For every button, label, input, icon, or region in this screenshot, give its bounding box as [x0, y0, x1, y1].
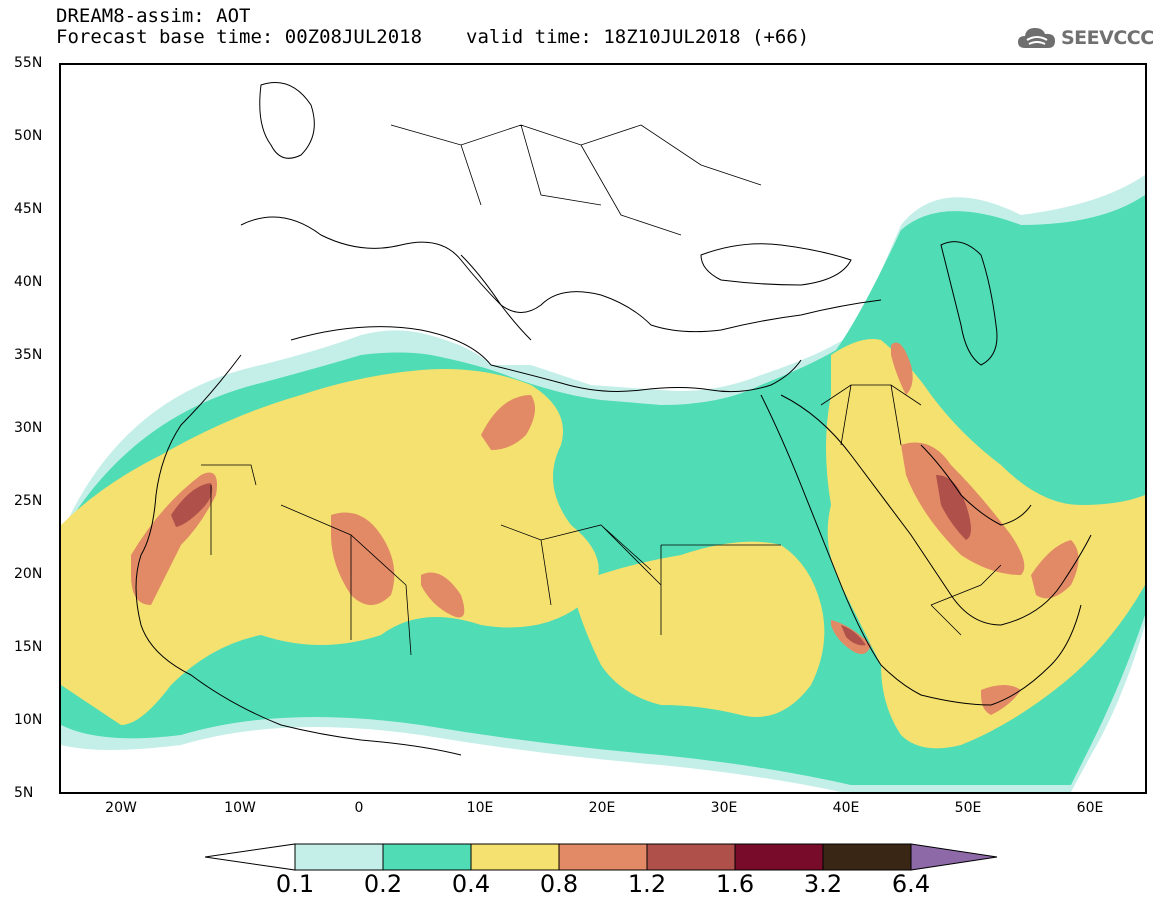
aot-area-0-4-central [571, 541, 825, 717]
aot-area-1-2-mauritania [171, 483, 213, 527]
aot-area-1-2-eritrea [841, 625, 866, 646]
base-time: Forecast base time: 00Z08JUL2018 [56, 26, 423, 48]
lat-label-40n: 40N [14, 274, 43, 290]
colorbar-label-0-8: 0.8 [539, 870, 579, 898]
coastline-gulf [920, 444, 1032, 526]
coastline-med-south [290, 326, 802, 393]
aot-area-0-8-niger [421, 572, 465, 618]
model-title: DREAM8-assim: AOT [56, 5, 251, 27]
lon-label-20e: 20E [588, 800, 616, 816]
border-layer [201, 124, 1002, 656]
colorbar-label-1-2: 1.2 [627, 870, 667, 898]
lon-label-10w: 10W [224, 800, 256, 816]
coastline-britain [259, 82, 315, 159]
lon-label-30e: 30E [710, 800, 738, 816]
lat-label-25n: 25N [14, 493, 43, 509]
seevccc-logo: SEEVCCC [1017, 22, 1154, 54]
lat-label-50n: 50N [14, 128, 43, 144]
colorbar-bin-5 [734, 843, 824, 871]
lat-label-15n: 15N [14, 639, 43, 655]
coastline-caspian [940, 241, 998, 366]
border-lines-africa [201, 464, 781, 656]
time-line: Forecast base time: 00Z08JUL2018 valid ti… [56, 27, 809, 47]
colorbar-label-0-2: 0.2 [363, 870, 403, 898]
colorbar-label-0-4: 0.4 [451, 870, 491, 898]
lat-label-5n: 5N [14, 785, 34, 801]
aot-area-0-4-west [61, 369, 599, 725]
colorbar-bin-6 [822, 843, 912, 871]
lat-label-10n: 10N [14, 712, 43, 728]
valid-time: valid time: 18Z10JUL2018 (+66) [466, 26, 810, 48]
lon-label-0: 0 [354, 800, 364, 816]
lon-label-40e: 40E [832, 800, 860, 816]
lon-label-20w: 20W [105, 800, 137, 816]
coastline-red-sea [760, 394, 1082, 706]
aot-area-0-8-somalia [981, 685, 1021, 715]
aot-area-1-2-iraq [936, 475, 971, 540]
logo-text: SEEVCCC [1061, 27, 1154, 49]
colorbar-bin-2 [470, 843, 560, 871]
aot-area-0-8-oman [1031, 540, 1079, 599]
aot-shading-layer [61, 175, 1145, 792]
coastline-layer [135, 82, 1092, 756]
coastline-europe [240, 216, 882, 333]
coastline-west-africa [135, 354, 462, 756]
colorbar-label-1-6: 1.6 [715, 870, 755, 898]
colorbar-bin-1 [382, 843, 472, 871]
aot-map [61, 82, 1145, 792]
border-lines-europe [390, 124, 762, 236]
lat-label-55n: 55N [14, 55, 43, 71]
aot-area-0-8-libya [481, 395, 535, 450]
lat-label-45n: 45N [14, 201, 43, 217]
lon-label-50e: 50E [954, 800, 982, 816]
border-lines-mideast [820, 384, 1002, 636]
lon-label-10e: 10E [466, 800, 494, 816]
map-area [59, 63, 1147, 794]
coastline-arabia [780, 394, 1092, 626]
lon-label-60e: 60E [1076, 800, 1104, 816]
lat-label-35n: 35N [14, 347, 43, 363]
cloud-icon [1018, 28, 1055, 48]
colorbar-label-0-1: 0.1 [275, 870, 315, 898]
coastline-black-sea [700, 243, 852, 286]
colorbar-label-6-4: 6.4 [891, 870, 931, 898]
colorbar [205, 843, 998, 871]
lat-label-20n: 20N [14, 566, 43, 582]
lat-label-30n: 30N [14, 420, 43, 436]
colorbar-over-triangle [910, 843, 998, 871]
colorbar-bin-0 [294, 843, 384, 871]
colorbar-under-triangle [205, 843, 296, 871]
colorbar-label-3-2: 3.2 [803, 870, 843, 898]
colorbar-bin-4 [646, 843, 736, 871]
aot-area-0-8-algeria [331, 512, 395, 605]
coastline-italy [460, 254, 532, 341]
aot-area-0-8-iran-north [891, 342, 913, 395]
colorbar-bin-3 [558, 843, 648, 871]
